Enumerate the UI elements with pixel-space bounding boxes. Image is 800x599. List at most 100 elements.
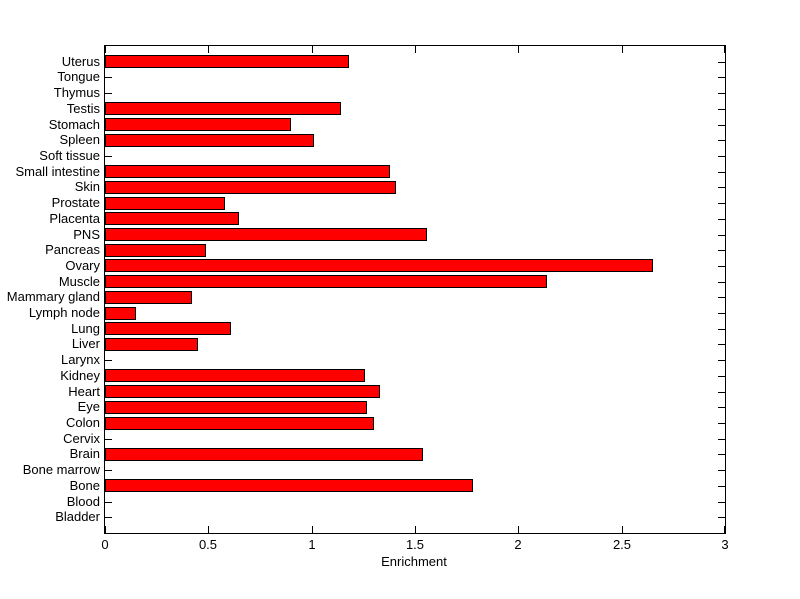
y-tick-label: Ovary [65,258,100,273]
y-tick-right [718,517,725,518]
y-tick-left [105,156,112,157]
x-tick-top [312,46,313,53]
y-tick-right [718,187,725,188]
y-tick-label: Small intestine [15,164,100,179]
x-tick-top [724,46,725,53]
x-tick-label: 3 [721,537,729,552]
y-tick-label: Bladder [55,509,100,524]
y-tick-label: Colon [66,415,100,430]
y-tick-right [718,109,725,110]
x-tick-top [518,46,519,53]
y-tick-right [718,266,725,267]
bar [105,259,653,272]
x-tick-label: 1 [308,537,316,552]
y-tick-label: Heart [68,384,100,399]
y-tick-label: Larynx [60,352,100,367]
x-axis-title: Enrichment [381,554,447,569]
y-tick-right [718,77,725,78]
bar [105,165,390,178]
y-tick-right [718,62,725,63]
y-tick-right [718,454,725,455]
x-tick-bottom [312,526,313,533]
y-tick-left [105,77,112,78]
x-tick-bottom [208,526,209,533]
y-tick-label: Cervix [63,431,100,446]
y-tick-label: Soft tissue [39,148,100,163]
bar [105,417,374,430]
y-tick-label: Placenta [49,211,100,226]
y-tick-label: Prostate [51,195,100,210]
y-tick-left [105,470,112,471]
y-tick-label: Bone [69,478,100,493]
y-tick-label: Uterus [61,54,100,69]
x-tick-bottom [518,526,519,533]
y-tick-label: Tongue [57,69,100,84]
x-tick-bottom [622,526,623,533]
x-tick-bottom [105,526,106,533]
bar [105,181,396,194]
y-tick-label: Skin [74,179,100,194]
y-tick-label: Testis [66,101,100,116]
bar [105,401,367,414]
y-tick-right [718,297,725,298]
y-tick-right [718,486,725,487]
y-tick-label: Liver [71,336,100,351]
bar [105,385,380,398]
y-tick-label: Muscle [58,274,100,289]
bar [105,338,198,351]
x-tick-label: 2 [514,537,522,552]
y-tick-left [105,517,112,518]
bar [105,212,239,225]
y-tick-right [718,282,725,283]
y-tick-right [718,172,725,173]
x-tick-label: 1.5 [405,537,425,552]
bar [105,197,225,210]
bar [105,244,206,257]
y-tick-label: Lung [71,321,100,336]
y-tick-right [718,344,725,345]
y-tick-right [718,392,725,393]
y-tick-label: Lymph node [28,305,100,320]
x-tick-top [208,46,209,53]
bar [105,134,314,147]
y-tick-left [105,360,112,361]
y-tick-right [718,470,725,471]
bar [105,369,365,382]
y-tick-right [718,313,725,314]
y-tick-right [718,502,725,503]
y-tick-right [718,376,725,377]
y-tick-label: PNS [73,227,100,242]
y-tick-right [718,93,725,94]
x-tick-bottom [724,526,725,533]
y-tick-label: Brain [69,446,100,461]
x-tick-top [105,46,106,53]
y-tick-right [718,439,725,440]
bar [105,479,473,492]
bar [105,322,231,335]
x-tick-label: 0 [101,537,109,552]
x-tick-top [622,46,623,53]
plot-area [104,45,726,534]
y-tick-label: Spleen [59,132,100,147]
y-tick-right [718,329,725,330]
bar [105,118,291,131]
y-tick-label: Eye [77,399,100,414]
y-tick-right [718,235,725,236]
y-tick-left [105,93,112,94]
y-tick-label: Stomach [48,117,100,132]
y-tick-left [105,502,112,503]
y-tick-right [718,203,725,204]
y-tick-right [718,360,725,361]
y-tick-label: Kidney [60,368,100,383]
x-tick-label: 0.5 [198,537,218,552]
x-tick-top [415,46,416,53]
y-tick-right [718,250,725,251]
bar [105,448,423,461]
bar [105,228,427,241]
y-tick-label: Blood [66,494,100,509]
y-tick-right [718,407,725,408]
y-tick-left [105,439,112,440]
bar [105,102,341,115]
bar [105,55,349,68]
